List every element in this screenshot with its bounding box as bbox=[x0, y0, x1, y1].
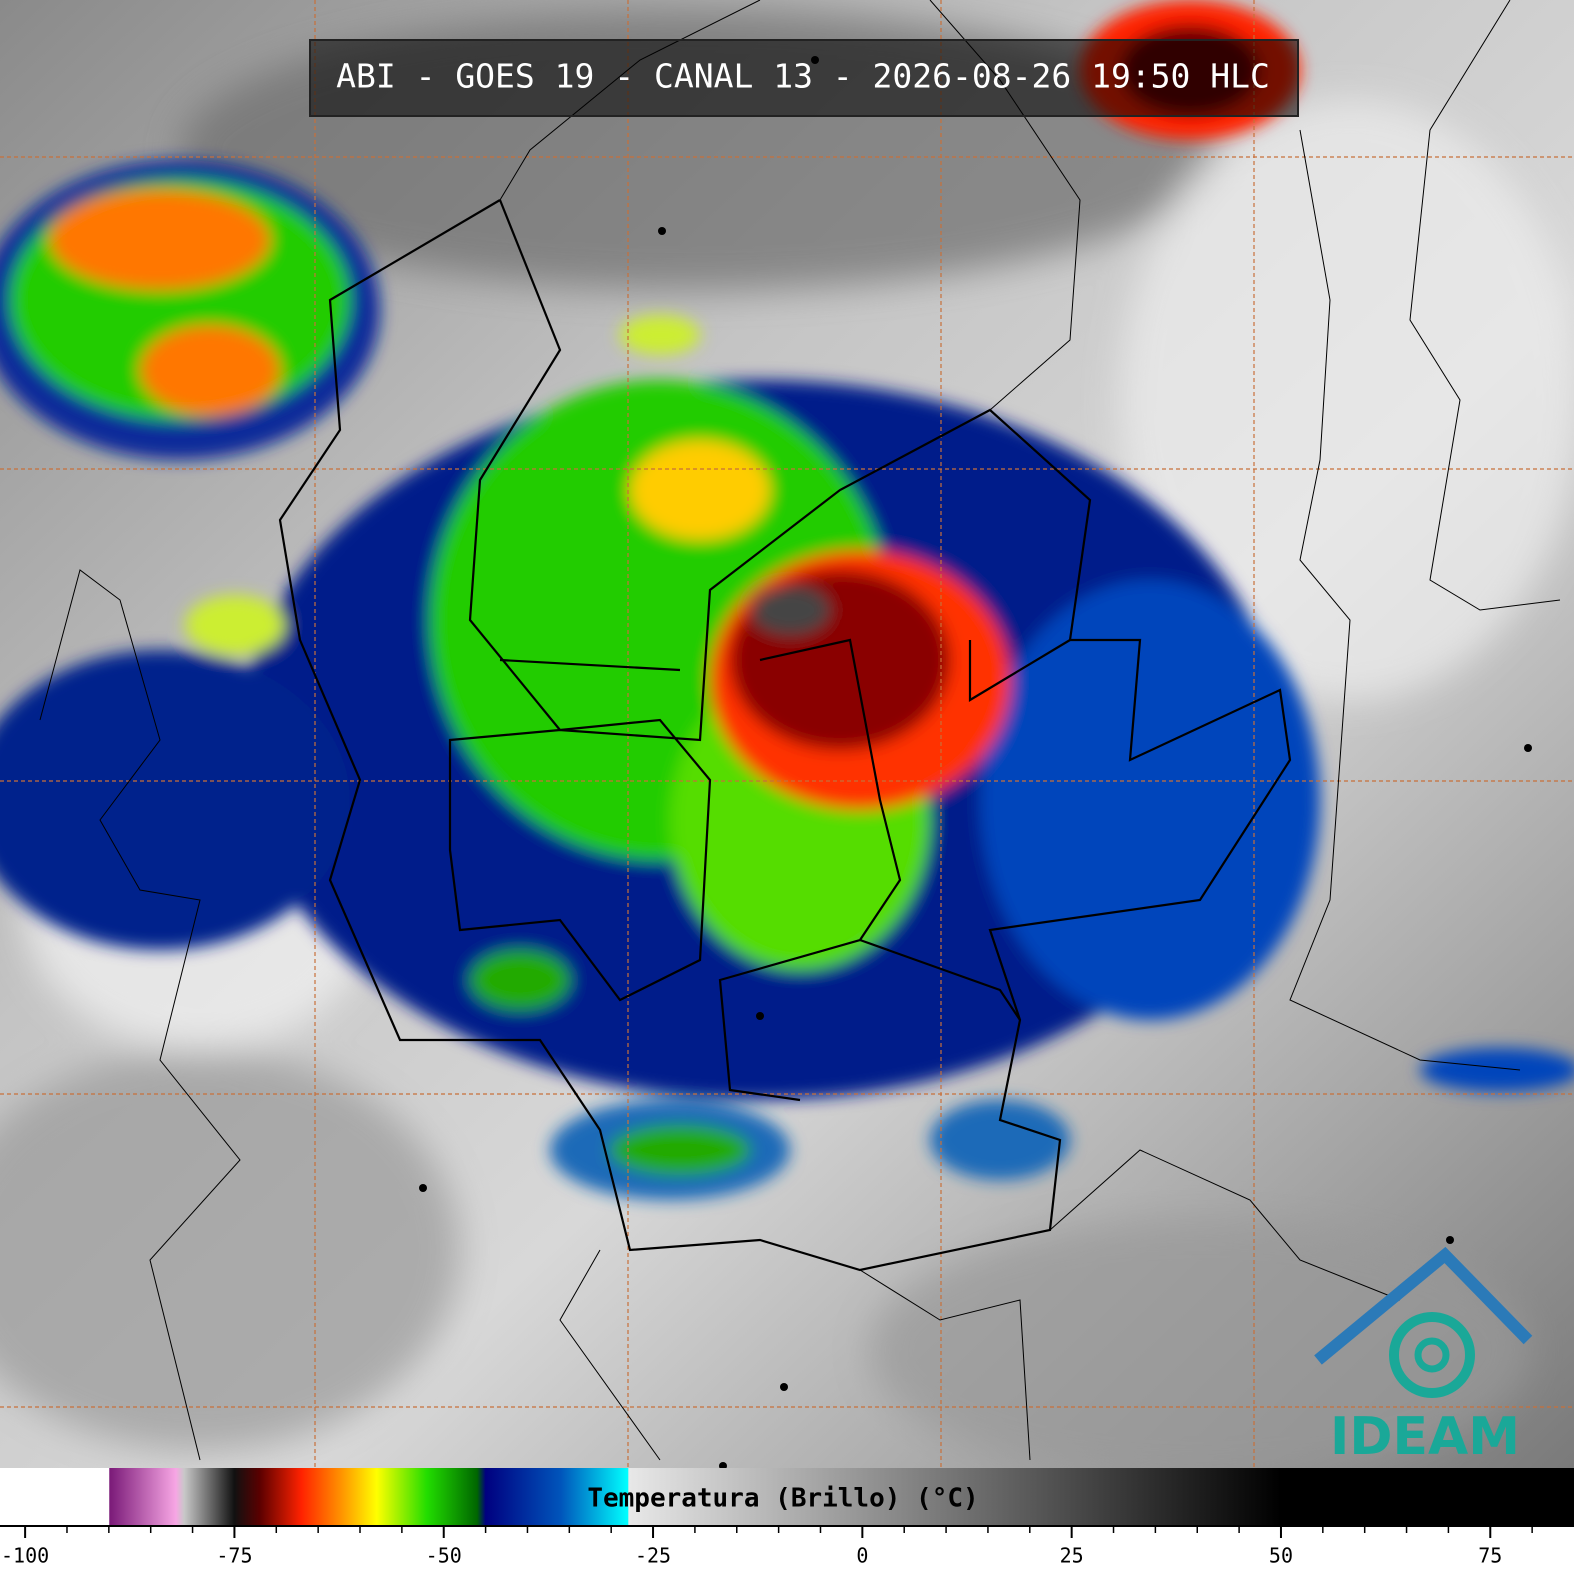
logo: IDEAM bbox=[1314, 1246, 1533, 1467]
colorbar-label: Temperatura (Brillo) (°C) bbox=[587, 1484, 978, 1514]
tick-label: 25 bbox=[1060, 1544, 1084, 1568]
tick-label: -25 bbox=[635, 1544, 671, 1568]
borders bbox=[278, 199, 1292, 1272]
tick-label: 0 bbox=[856, 1544, 868, 1568]
tick-label: -75 bbox=[216, 1544, 252, 1568]
logo-text: IDEAM bbox=[1330, 1407, 1520, 1467]
colorbar: Temperatura (Brillo) (°C) -100 -75 -50 -25 0… bbox=[0, 1468, 1574, 1568]
map: ABI - GOES 19 - CANAL 13 - 2026-08-26 19… bbox=[0, 0, 1574, 1480]
image-title: ABI - GOES 19 - CANAL 13 - 2026-08-26 19… bbox=[336, 57, 1270, 96]
tick-label: 50 bbox=[1269, 1544, 1293, 1568]
tick-label: 75 bbox=[1478, 1544, 1502, 1568]
colorbar-gradient bbox=[0, 1468, 1574, 1525]
tick-label: -50 bbox=[426, 1544, 462, 1568]
tick-label: -100 bbox=[1, 1544, 49, 1568]
